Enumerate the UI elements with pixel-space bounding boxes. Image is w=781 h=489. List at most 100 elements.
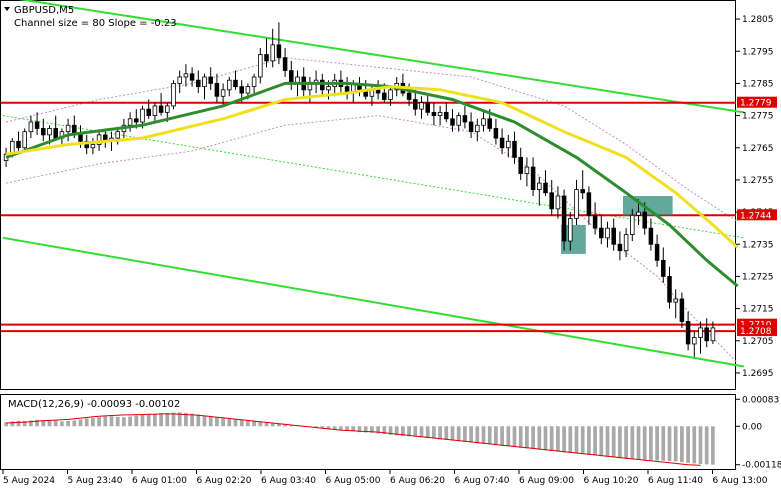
macd-bar [122,417,126,427]
candle-body [493,128,499,139]
macd-histogram [4,412,715,466]
candle-body [698,327,703,338]
candle-body [654,243,660,261]
candle-body [623,234,629,252]
time-tick-label: 6 Aug 06:20 [390,476,445,486]
time-tick-label: 6 Aug 13:00 [713,476,768,486]
candle-body [462,115,468,123]
time-tick-label: 6 Aug 10:20 [584,476,639,486]
candle-body [382,92,387,100]
macd-label: MACD(12,26,9) -0.00093 -0.00102 [8,399,180,410]
macd-bar [593,426,597,456]
macd-bar [456,426,461,442]
candle-body [530,166,536,190]
candle-body [437,111,443,116]
macd-bar [624,426,628,459]
time-tick-label: 6 Aug 02:20 [197,476,252,486]
candle-body [264,54,269,62]
macd-tick-label: 0.00083 [742,395,779,405]
macd-bar [394,426,399,436]
candle-body [152,105,158,116]
macd-bar [475,426,480,444]
candle-body [270,44,275,62]
macd-bar [463,426,467,442]
price-tag-bg-0 [737,96,777,108]
candle-body [487,118,492,129]
channel-line-0 [18,0,745,114]
macd-bar [29,420,33,427]
macd-bar [661,426,666,461]
candle-body [642,211,647,229]
candle-body [388,89,393,100]
candle-body [276,44,282,59]
price-tick-label: 1.2765 [742,144,774,154]
price-tick-label: 1.2725 [742,272,774,282]
candle-body [586,192,592,216]
macd-bar [512,426,517,448]
macd-bar [556,426,560,452]
candle-body [96,134,102,145]
macd-bar [35,419,39,427]
macd-bar [549,426,554,452]
macd-bar [680,426,684,463]
time-tick-label: 6 Aug 01:00 [132,476,187,486]
macd-bar [115,416,120,427]
macd-bar [388,426,393,435]
macd-bar [487,426,492,445]
candle-body [704,327,709,342]
macd-bar [525,426,529,449]
macd-bar [320,426,325,429]
price-tick-label: 1.2735 [742,240,774,250]
price-tag-bg-1 [737,209,777,221]
candlesticks [3,22,716,357]
dropdown-triangle-icon[interactable] [4,7,10,11]
time-tick-label: 6 Aug 07:40 [455,476,510,486]
macd-bar [407,426,411,437]
price-tick-label: 1.2785 [742,79,774,89]
candle-body [158,105,164,113]
macd-tick-label: 0.00 [742,422,762,432]
candle-body [233,79,238,88]
price-tick-label: 1.2775 [742,112,774,122]
price-tick-label: 1.2695 [742,369,774,379]
candle-body [648,227,654,245]
candle-body [227,79,232,91]
candle-body [456,115,461,126]
macd-bar [494,426,498,446]
time-tick-label: 6 Aug 05:00 [326,476,381,486]
candle-body [196,79,201,88]
macd-bar [165,412,170,427]
macd-bar [543,426,548,451]
candle-body [630,214,635,236]
candle-body [41,128,46,136]
candle-body [320,79,325,91]
channel-line-2 [2,115,744,239]
macd-bar [686,426,690,463]
candle-body [475,124,480,133]
macd-bar [171,412,176,427]
macd-bar [450,426,455,441]
symbol-title: GBPUSD,M5 [14,5,74,16]
macd-bar [605,426,610,457]
candle-body [537,182,542,190]
candle-body [611,227,616,245]
macd-tick-label: -0.00118 [742,461,781,471]
price-tag-bg-2 [737,318,777,330]
macd-bar [208,416,213,427]
macd-bar [630,426,635,460]
macd-bar [264,422,269,427]
candle-body [444,111,449,120]
macd-bar [270,423,275,427]
channel-lines [2,0,745,368]
macd-bar [53,420,58,427]
candle-body [127,118,133,126]
candle-body [561,195,567,242]
macd-bar [159,413,163,427]
time-tick-label: 6 Aug 03:40 [261,476,316,486]
candle-body [208,76,213,84]
macd-bar [711,426,715,465]
candle-body [47,128,52,136]
macd-bar [78,419,83,427]
macd-bar [146,414,151,427]
candle-body [413,99,418,110]
